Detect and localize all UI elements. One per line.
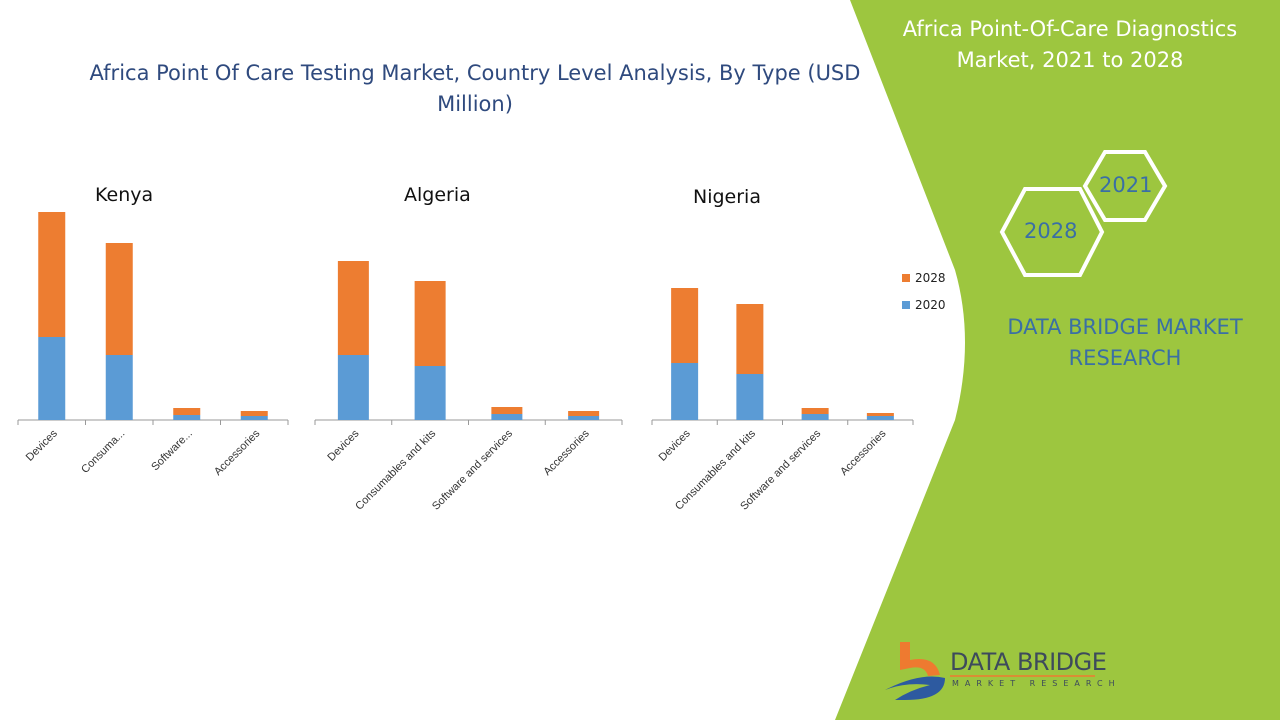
x-tick-label: Software... (149, 428, 195, 474)
bar-2020 (105, 355, 133, 420)
bar-2020 (240, 416, 268, 420)
hex-label-2028: 2028 (1024, 219, 1078, 243)
x-tick-label: Consuma... (79, 428, 127, 476)
x-tick-label: Devices (325, 427, 362, 464)
bar-2028 (105, 243, 133, 355)
bar-2020 (801, 414, 829, 420)
legend-item-2028: 2028 (902, 271, 946, 285)
hex-label-2021: 2021 (1099, 173, 1153, 197)
bar-2020 (866, 416, 894, 420)
logo-subtext: MARKET RESEARCH (952, 679, 1121, 688)
x-tick-label: Accessories (838, 427, 889, 478)
x-tick-label: Software and services (430, 427, 515, 512)
chart-title-nigeria: Nigeria (693, 186, 761, 208)
page-title: Africa Point Of Care Testing Market, Cou… (89, 61, 861, 116)
x-tick-label: Devices (24, 427, 61, 464)
legend-label: 2028 (915, 271, 946, 285)
legend-item-2020: 2020 (902, 298, 946, 312)
bar-2028 (173, 408, 201, 415)
bar-2020 (491, 414, 523, 420)
bar-2028 (240, 411, 268, 416)
bar-2020 (337, 355, 369, 420)
logo-icon (885, 642, 945, 700)
legend-swatch-2020 (902, 301, 910, 309)
chart-title-algeria: Algeria (404, 184, 471, 206)
bar-2020 (671, 363, 699, 420)
bar-2028 (736, 304, 764, 374)
bar-2028 (337, 261, 369, 355)
side-title: Africa Point-Of-Care Diagnostics Market,… (902, 17, 1238, 72)
bar-2020 (38, 337, 66, 420)
x-tick-label: Accessories (541, 427, 592, 478)
x-tick-label: Consumables and kits (353, 427, 438, 512)
legend-swatch-2028 (902, 274, 910, 282)
x-tick-label: Devices (657, 427, 694, 464)
bar-2028 (866, 413, 894, 416)
bar-2028 (801, 408, 829, 414)
bar-2028 (38, 212, 66, 337)
hex-2028 (999, 187, 1105, 277)
bar-2028 (671, 288, 699, 363)
bar-2020 (736, 374, 764, 420)
bar-2028 (568, 411, 600, 416)
logo-text: DATA BRIDGE (950, 648, 1107, 676)
legend-label: 2020 (915, 298, 946, 312)
bar-2020 (568, 416, 600, 420)
chart-title-kenya: Kenya (95, 184, 154, 206)
bar-2020 (173, 415, 201, 420)
x-tick-label: Accessories (212, 427, 263, 478)
green-panel (835, 0, 1280, 720)
bar-2028 (414, 281, 446, 366)
brand-text: DATA BRIDGE MARKET RESEARCH (1007, 315, 1243, 370)
hex-2021 (1082, 150, 1168, 222)
bar-2028 (491, 407, 523, 414)
bar-2020 (414, 366, 446, 420)
